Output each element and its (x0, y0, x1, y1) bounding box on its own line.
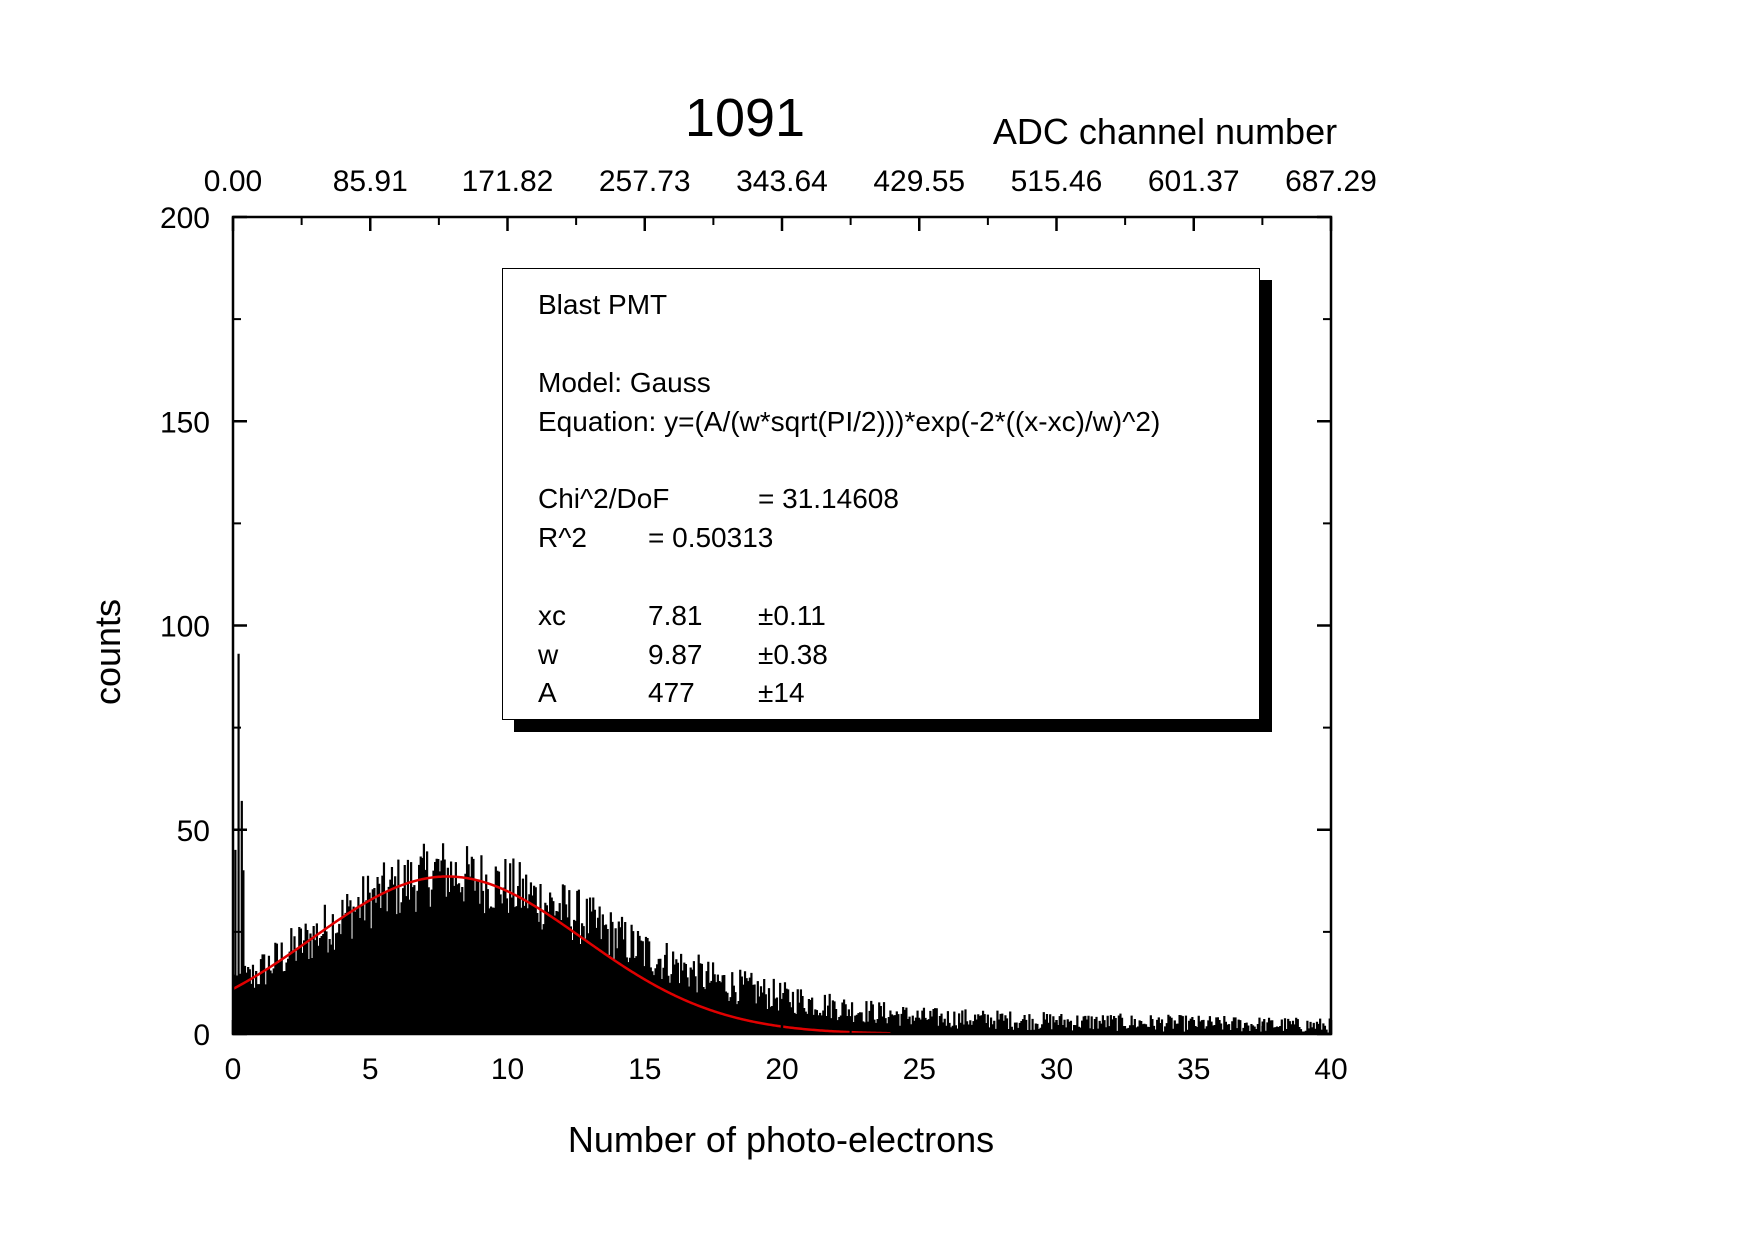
y-tick-label: 0 (193, 1019, 210, 1052)
x-tick-label: 40 (1314, 1053, 1347, 1086)
fit-legend-box: Blast PMT Model: Gauss Equation: y=(A/(w… (502, 268, 1260, 720)
x-tick-label: 5 (362, 1053, 379, 1086)
x-tick-label: 15 (628, 1053, 661, 1086)
legend-param-error: ±0.11 (758, 600, 826, 631)
x-tick-label: 35 (1177, 1053, 1210, 1086)
top-tick-label: 343.64 (736, 165, 828, 198)
top-tick-label: 257.73 (599, 165, 691, 198)
y-tick-label: 100 (160, 611, 210, 644)
legend-param-error: ±0.38 (758, 639, 828, 670)
top-tick-label: 429.55 (873, 165, 965, 198)
legend-param-error: ±14 (758, 677, 805, 708)
x-axis-label: Number of photo-electrons (568, 1119, 994, 1160)
top-tick-label: 687.29 (1285, 165, 1377, 198)
axis-ticks: 0 5 10 15 20 25 30 35 40 0.00 85.91 171.82 257.73 343… (160, 165, 1377, 1086)
legend-param-name: A (538, 677, 557, 708)
y-tick-label: 150 (160, 406, 210, 439)
y-tick-label: 50 (177, 815, 210, 848)
legend-r2-label: R^2 (538, 522, 587, 553)
legend-model: Model: Gauss (538, 367, 711, 398)
top-tick-label: 171.82 (462, 165, 554, 198)
legend-r2-value: = 0.50313 (648, 522, 774, 553)
top-tick-label: 85.91 (333, 165, 408, 198)
x-tick-label: 25 (903, 1053, 936, 1086)
legend-param-value: 9.87 (648, 639, 703, 670)
y-axis-label: counts (87, 599, 128, 705)
top-tick-label: 0.00 (204, 165, 262, 198)
top-tick-label: 515.46 (1011, 165, 1103, 198)
legend-param-value: 477 (648, 677, 695, 708)
legend-chi-value: = 31.14608 (758, 483, 899, 514)
x-tick-label: 20 (765, 1053, 798, 1086)
legend-param-value: 7.81 (648, 600, 703, 631)
top-axis-label: ADC channel number (993, 111, 1337, 152)
x-tick-label: 0 (225, 1053, 242, 1086)
legend-chi-label: Chi^2/DoF (538, 483, 670, 514)
y-tick-label: 200 (160, 202, 210, 235)
top-tick-label: 601.37 (1148, 165, 1240, 198)
legend-equation: Equation: y=(A/(w*sqrt(PI/2)))*exp(-2*((… (538, 406, 1161, 437)
legend-param-name: w (538, 639, 559, 670)
legend-param-name: xc (538, 600, 566, 631)
chart-title: 1091 (685, 88, 805, 148)
x-tick-label: 10 (491, 1053, 524, 1086)
x-tick-label: 30 (1040, 1053, 1073, 1086)
legend-title: Blast PMT (538, 289, 668, 320)
